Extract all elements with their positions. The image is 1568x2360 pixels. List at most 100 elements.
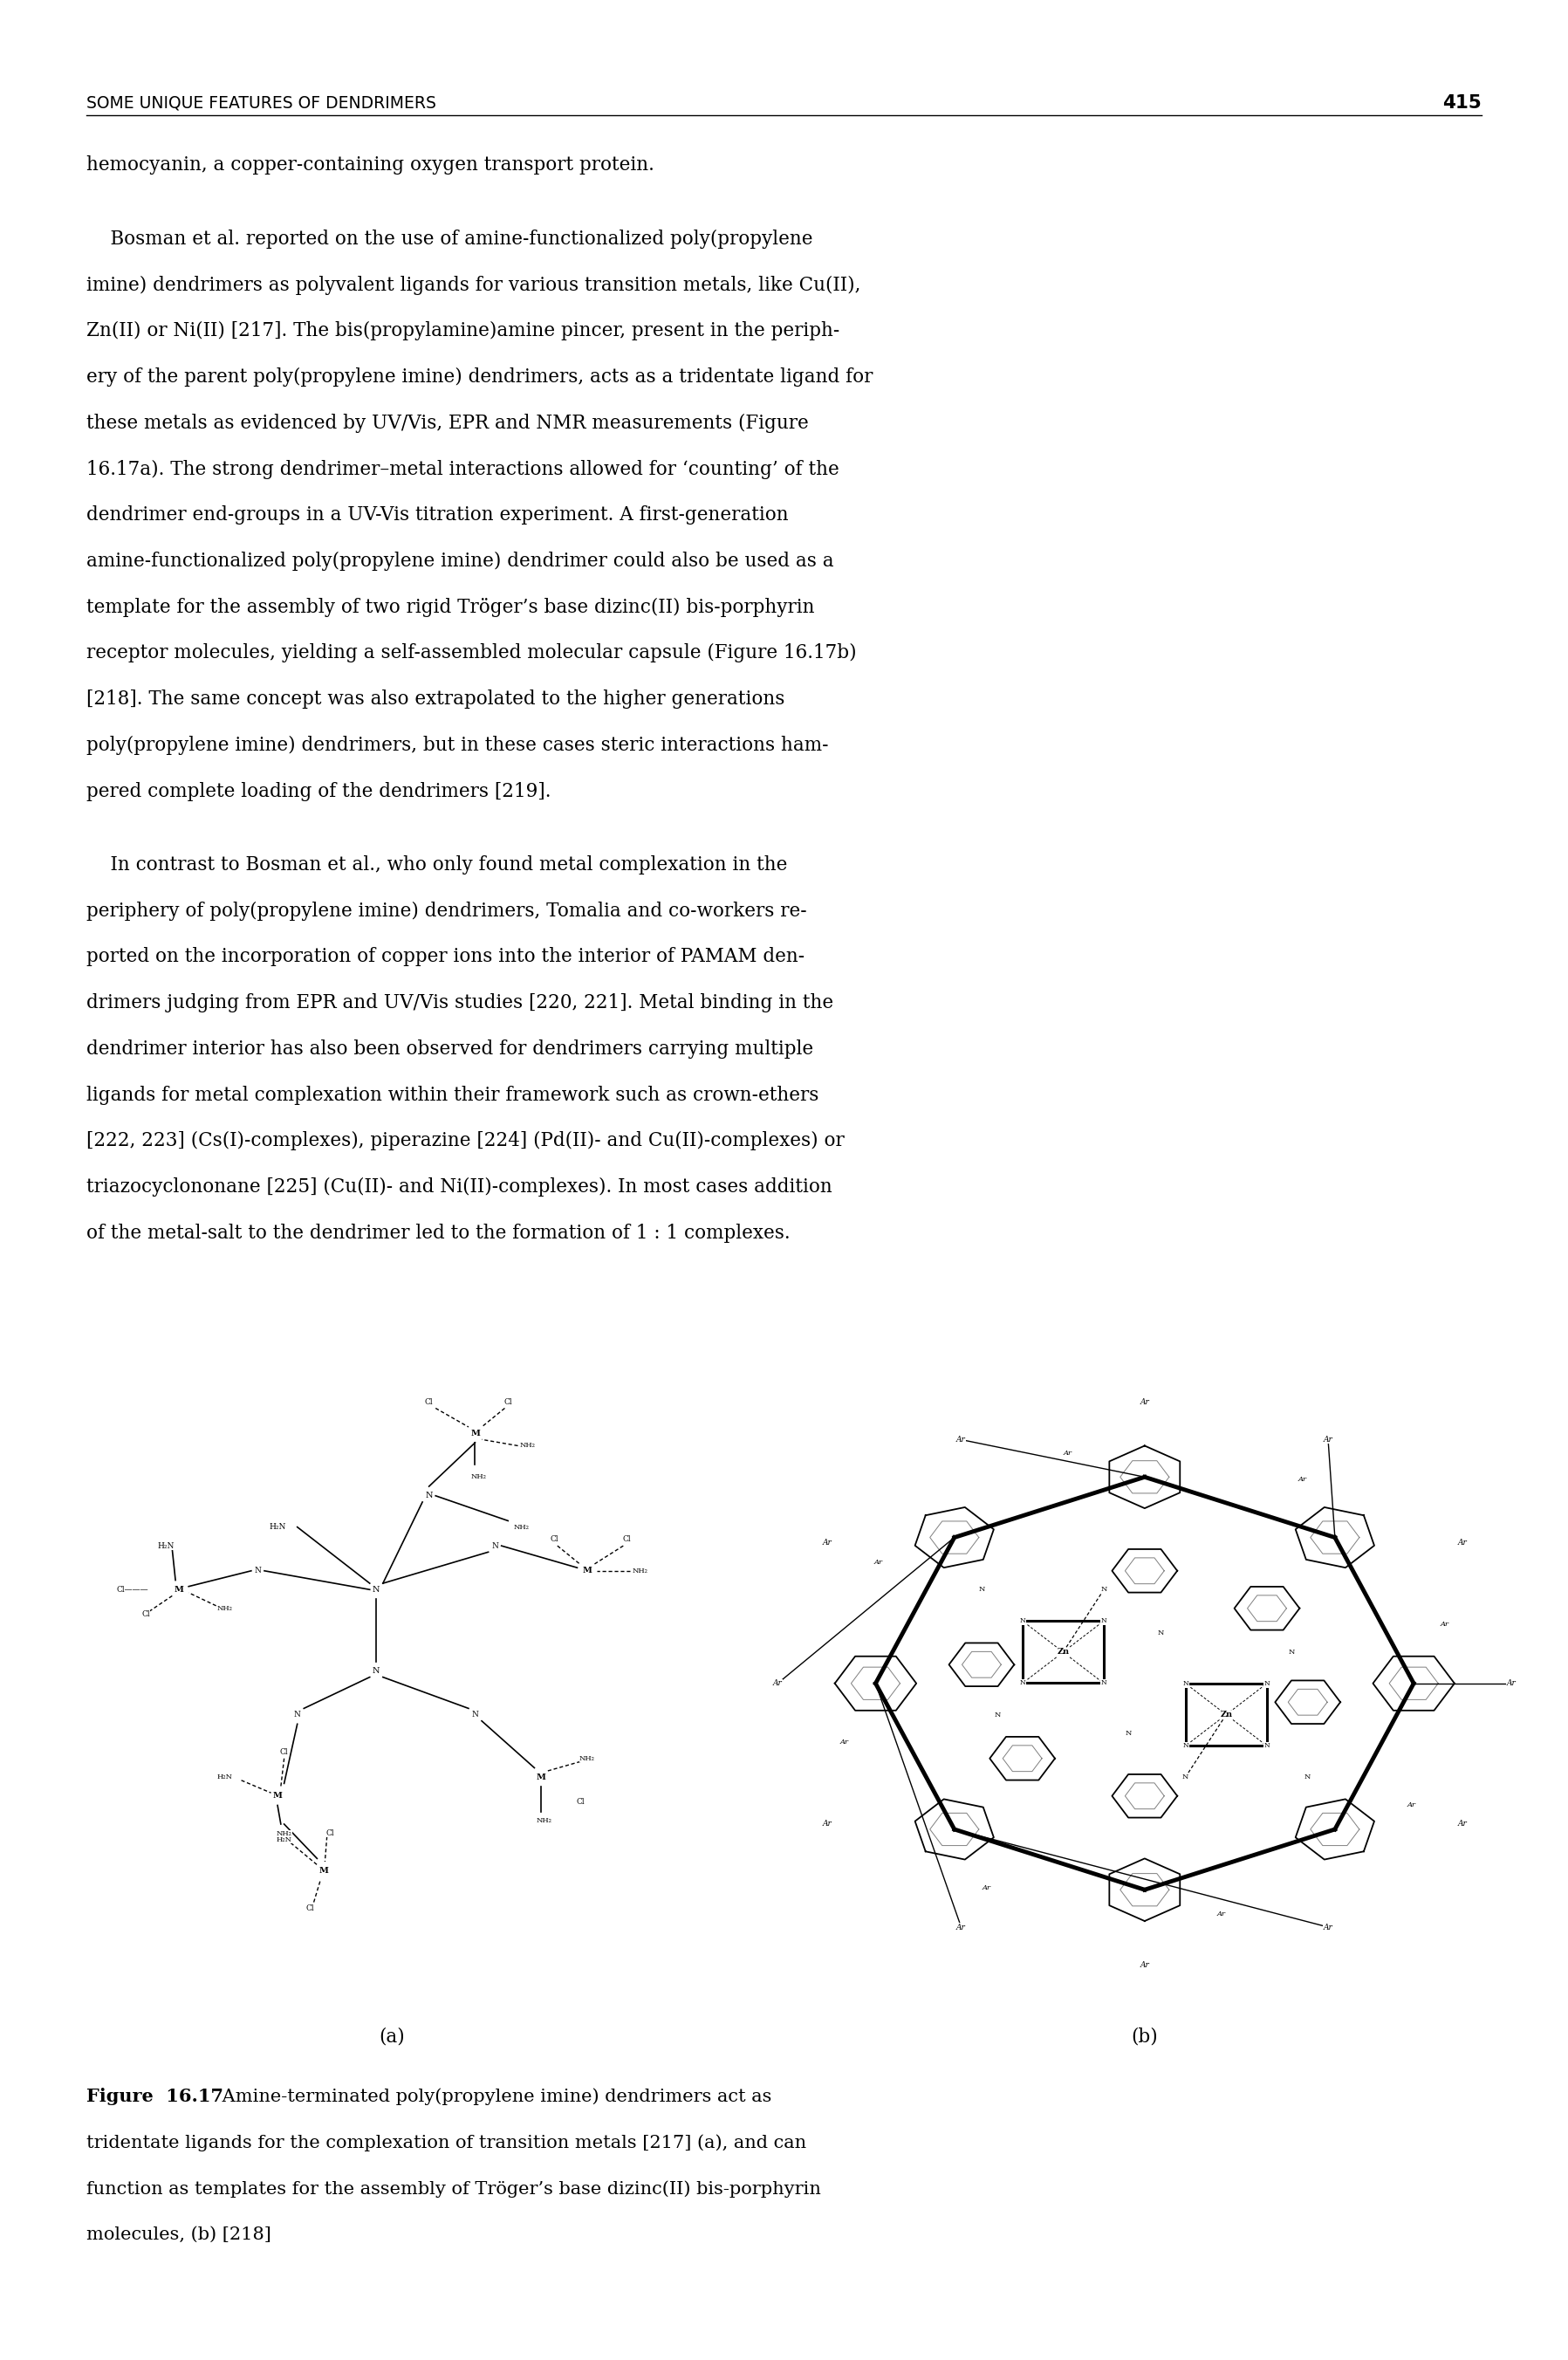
Text: NH₂: NH₂ bbox=[470, 1473, 486, 1480]
Text: function as templates for the assembly of Tröger’s base dizinc(II) bis-porphyrin: function as templates for the assembly o… bbox=[86, 2181, 820, 2197]
Text: Cl: Cl bbox=[326, 1829, 334, 1838]
Text: drimers judging from EPR and UV/Vis studies [220, 221]. Metal binding in the: drimers judging from EPR and UV/Vis stud… bbox=[86, 994, 833, 1012]
Text: H₂N: H₂N bbox=[270, 1522, 285, 1532]
Text: N: N bbox=[373, 1666, 379, 1676]
Text: periphery of poly(propylene imine) dendrimers, Tomalia and co-workers re-: periphery of poly(propylene imine) dendr… bbox=[86, 902, 806, 920]
Text: N: N bbox=[1264, 1742, 1270, 1749]
Text: Cl———: Cl——— bbox=[116, 1586, 149, 1593]
Text: Zn: Zn bbox=[1220, 1711, 1232, 1718]
Text: Ar: Ar bbox=[1507, 1680, 1516, 1687]
Text: N: N bbox=[1289, 1650, 1295, 1657]
Text: Bosman et al. reported on the use of amine-functionalized poly(propylene: Bosman et al. reported on the use of ami… bbox=[86, 229, 812, 248]
Text: N: N bbox=[1019, 1617, 1025, 1624]
Text: (a): (a) bbox=[379, 2027, 405, 2046]
Text: NH₂: NH₂ bbox=[216, 1605, 232, 1612]
Text: poly(propylene imine) dendrimers, but in these cases steric interactions ham-: poly(propylene imine) dendrimers, but in… bbox=[86, 736, 828, 755]
Text: Ar: Ar bbox=[1217, 1909, 1226, 1916]
Text: pered complete loading of the dendrimers [219].: pered complete loading of the dendrimers… bbox=[86, 781, 550, 800]
Text: Cl: Cl bbox=[550, 1536, 558, 1543]
Text: In contrast to Bosman et al., who only found metal complexation in the: In contrast to Bosman et al., who only f… bbox=[86, 854, 787, 876]
Text: (b): (b) bbox=[1131, 2027, 1159, 2046]
Text: SOME UNIQUE FEATURES OF DENDRIMERS: SOME UNIQUE FEATURES OF DENDRIMERS bbox=[86, 94, 436, 111]
Text: Cl: Cl bbox=[306, 1905, 315, 1912]
Text: H₂N: H₂N bbox=[216, 1775, 232, 1782]
Text: molecules, (b) [218]: molecules, (b) [218] bbox=[86, 2225, 271, 2242]
Text: Ar: Ar bbox=[873, 1558, 883, 1565]
Text: N: N bbox=[1264, 1680, 1270, 1687]
Text: N: N bbox=[293, 1711, 301, 1718]
Text: N: N bbox=[1305, 1775, 1311, 1782]
Text: imine) dendrimers as polyvalent ligands for various transition metals, like Cu(I: imine) dendrimers as polyvalent ligands … bbox=[86, 276, 861, 295]
Text: M: M bbox=[273, 1791, 282, 1801]
Text: NH₂: NH₂ bbox=[521, 1442, 536, 1449]
Text: N: N bbox=[472, 1711, 478, 1718]
Text: of the metal-salt to the dendrimer led to the formation of 1 : 1 complexes.: of the metal-salt to the dendrimer led t… bbox=[86, 1222, 790, 1244]
Text: Ar: Ar bbox=[840, 1739, 848, 1746]
Text: template for the assembly of two rigid Tröger’s base dizinc(II) bis-porphyrin: template for the assembly of two rigid T… bbox=[86, 597, 814, 616]
Text: Ar: Ar bbox=[1458, 1539, 1468, 1546]
Text: triazocyclononane [225] (Cu(II)- and Ni(II)-complexes). In most cases addition: triazocyclononane [225] (Cu(II)- and Ni(… bbox=[86, 1178, 833, 1197]
Text: N: N bbox=[1182, 1775, 1189, 1782]
Text: ery of the parent poly(propylene imine) dendrimers, acts as a tridentate ligand : ery of the parent poly(propylene imine) … bbox=[86, 368, 873, 387]
Text: N: N bbox=[1019, 1680, 1025, 1687]
Text: Cl: Cl bbox=[577, 1798, 585, 1805]
Text: ported on the incorporation of copper ions into the interior of PAMAM den-: ported on the incorporation of copper io… bbox=[86, 946, 804, 968]
Text: N: N bbox=[1101, 1680, 1107, 1687]
Text: Ar: Ar bbox=[956, 1923, 966, 1930]
Text: H₂N: H₂N bbox=[157, 1541, 174, 1551]
Text: H₂N: H₂N bbox=[276, 1836, 292, 1843]
Text: Ar: Ar bbox=[822, 1539, 831, 1546]
Text: Amine-terminated poly(propylene imine) dendrimers act as: Amine-terminated poly(propylene imine) d… bbox=[216, 2089, 771, 2105]
Text: ligands for metal complexation within their framework such as crown-ethers: ligands for metal complexation within th… bbox=[86, 1086, 818, 1104]
Text: N: N bbox=[1182, 1680, 1189, 1687]
Text: N: N bbox=[978, 1586, 985, 1593]
Text: Figure  16.17: Figure 16.17 bbox=[86, 2089, 223, 2105]
Text: receptor molecules, yielding a self-assembled molecular capsule (Figure 16.17b): receptor molecules, yielding a self-asse… bbox=[86, 644, 856, 663]
Text: M: M bbox=[318, 1867, 328, 1874]
Text: M: M bbox=[582, 1567, 591, 1574]
Text: hemocyanin, a copper-containing oxygen transport protein.: hemocyanin, a copper-containing oxygen t… bbox=[86, 156, 654, 175]
Text: dendrimer interior has also been observed for dendrimers carrying multiple: dendrimer interior has also been observe… bbox=[86, 1038, 814, 1060]
Text: tridentate ligands for the complexation of transition metals [217] (a), and can: tridentate ligands for the complexation … bbox=[86, 2133, 806, 2152]
Text: NH₂: NH₂ bbox=[579, 1756, 594, 1763]
Text: [218]. The same concept was also extrapolated to the higher generations: [218]. The same concept was also extrapo… bbox=[86, 689, 784, 708]
Text: Ar: Ar bbox=[1298, 1475, 1308, 1482]
Text: Ar: Ar bbox=[956, 1435, 966, 1444]
Text: Cl: Cl bbox=[141, 1610, 151, 1619]
Text: M: M bbox=[174, 1586, 183, 1593]
Text: [222, 223] (Cs(I)-complexes), piperazine [224] (Pd(II)- and Cu(II)-complexes) or: [222, 223] (Cs(I)-complexes), piperazine… bbox=[86, 1130, 844, 1152]
Text: Ar: Ar bbox=[1406, 1801, 1416, 1808]
Text: NH₂: NH₂ bbox=[276, 1829, 292, 1836]
Text: NH₂: NH₂ bbox=[536, 1817, 552, 1824]
Text: M: M bbox=[536, 1772, 546, 1782]
Text: 415: 415 bbox=[1443, 94, 1482, 111]
Text: Ar: Ar bbox=[1140, 1397, 1149, 1407]
Text: Zn(II) or Ni(II) [217]. The bis(propylamine)amine pincer, present in the periph-: Zn(II) or Ni(II) [217]. The bis(propylam… bbox=[86, 321, 839, 340]
Text: M: M bbox=[470, 1430, 480, 1437]
Text: N: N bbox=[1101, 1586, 1107, 1593]
Text: NH₂: NH₂ bbox=[513, 1525, 528, 1532]
Text: dendrimer end-groups in a UV-Vis titration experiment. A first-generation: dendrimer end-groups in a UV-Vis titrati… bbox=[86, 505, 789, 524]
Text: N: N bbox=[994, 1711, 1000, 1718]
Text: N: N bbox=[491, 1541, 499, 1551]
Text: Ar: Ar bbox=[822, 1820, 831, 1829]
Text: 16.17a). The strong dendrimer–metal interactions allowed for ‘counting’ of the: 16.17a). The strong dendrimer–metal inte… bbox=[86, 460, 839, 479]
Text: N: N bbox=[254, 1567, 262, 1574]
Text: Ar: Ar bbox=[1063, 1449, 1073, 1456]
Text: Ar: Ar bbox=[1441, 1621, 1449, 1628]
Text: amine-functionalized poly(propylene imine) dendrimer could also be used as a: amine-functionalized poly(propylene imin… bbox=[86, 552, 834, 571]
Text: Ar: Ar bbox=[1140, 1961, 1149, 1968]
Text: Ar: Ar bbox=[773, 1680, 782, 1687]
Text: Cl: Cl bbox=[503, 1397, 513, 1407]
Text: N: N bbox=[425, 1492, 433, 1499]
Text: N: N bbox=[1157, 1631, 1163, 1638]
Text: NH₂: NH₂ bbox=[632, 1567, 648, 1574]
Text: these metals as evidenced by UV/Vis, EPR and NMR measurements (Figure: these metals as evidenced by UV/Vis, EPR… bbox=[86, 413, 809, 432]
Text: Ar: Ar bbox=[1323, 1923, 1333, 1930]
Text: Cl: Cl bbox=[425, 1397, 433, 1407]
Text: N: N bbox=[1101, 1617, 1107, 1624]
Text: Ar: Ar bbox=[1323, 1435, 1333, 1444]
Text: N: N bbox=[373, 1586, 379, 1593]
Text: N: N bbox=[1126, 1730, 1132, 1737]
Text: Ar: Ar bbox=[1458, 1820, 1468, 1829]
